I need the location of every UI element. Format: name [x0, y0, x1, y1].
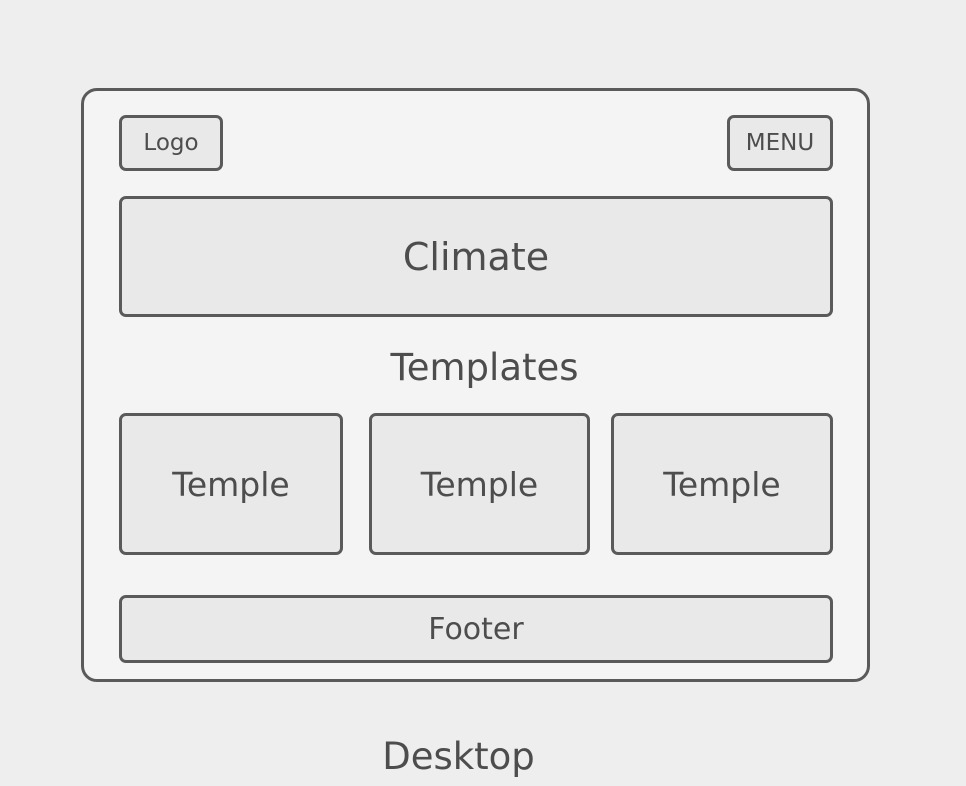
hero-label: Climate: [402, 234, 550, 279]
temple-card-label: Temple: [420, 464, 539, 504]
layout-caption: Desktop: [382, 735, 535, 778]
temple-card: Temple: [369, 413, 590, 555]
logo-label: Logo: [143, 130, 199, 156]
temple-card: Temple: [119, 413, 343, 555]
hero-banner: Climate: [119, 196, 833, 317]
desktop-wireframe-frame: [81, 88, 870, 682]
temple-card-label: Temple: [663, 464, 781, 504]
menu-button[interactable]: MENU: [727, 115, 833, 171]
footer-placeholder: Footer: [119, 595, 833, 663]
temple-card-label: Temple: [172, 464, 290, 504]
logo-placeholder: Logo: [119, 115, 223, 171]
footer-label: Footer: [428, 611, 524, 647]
menu-label: MENU: [745, 130, 815, 156]
temple-card: Temple: [611, 413, 833, 555]
section-title: Templates: [390, 346, 579, 389]
